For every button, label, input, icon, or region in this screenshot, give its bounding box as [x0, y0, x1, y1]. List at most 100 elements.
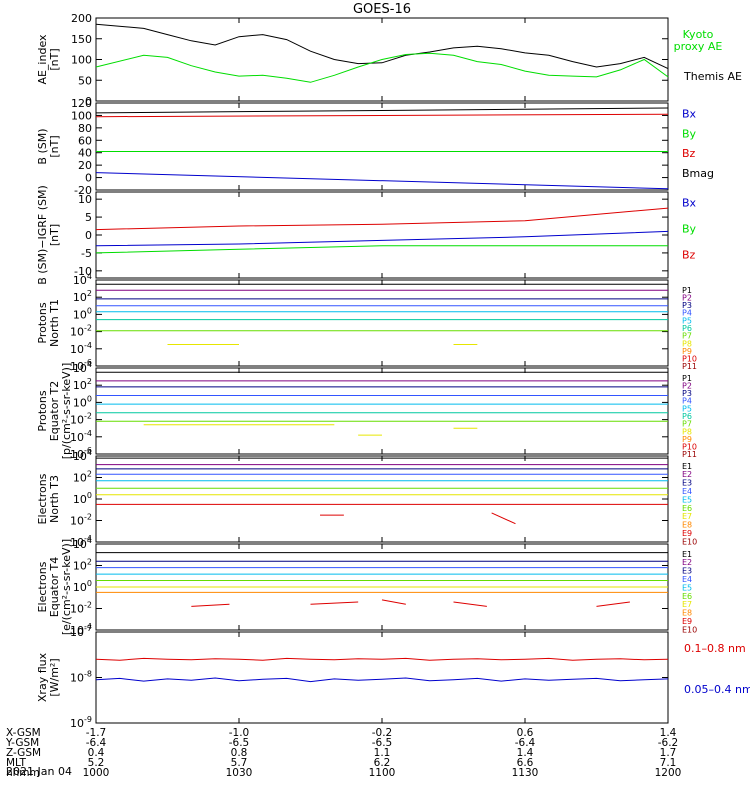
series-bz [95, 113, 669, 118]
legend-0-05-0-4-nm: 0.05–0.4 nm [684, 683, 750, 696]
y-axis-label: North T3 [48, 475, 61, 523]
legend-e8: E8 [682, 521, 692, 530]
legend-by: By [682, 127, 697, 140]
footer-label: Z-GSM [6, 747, 41, 759]
y-axis-label: [p/(cm²-s-sr-keV)] [60, 363, 73, 460]
series-themis-ae [95, 23, 669, 70]
footer-value: 0.4 [88, 747, 105, 759]
legend-p4: P4 [682, 309, 692, 318]
y-axis-label: AE_index [36, 34, 49, 85]
y-axis-label: Electrons [36, 473, 49, 524]
legend-e7: E7 [682, 600, 692, 609]
panel-frame [95, 279, 669, 367]
footer-value: 1.4 [517, 747, 534, 759]
legend-p1: P1 [682, 374, 692, 383]
legend-bmag: Bmag [682, 167, 714, 180]
y-tick-label: 0 [85, 172, 92, 185]
y-tick-label: 0 [85, 229, 92, 242]
legend-proxy-ae: proxy AE [674, 40, 723, 53]
legend-0-1-0-8-nm: 0.1–0.8 nm [684, 642, 746, 655]
legend-e2: E2 [682, 558, 692, 567]
legend-p11: P11 [682, 450, 697, 459]
legend-p4: P4 [682, 397, 692, 406]
y-tick-label: 10-4 [70, 341, 92, 356]
y-tick-label: 104 [73, 272, 92, 287]
legend-p2: P2 [682, 381, 692, 390]
legend-p3: P3 [682, 301, 692, 310]
legend-p6: P6 [682, 412, 692, 421]
figure-title: GOES-16 [353, 2, 411, 17]
footer-value: -1.7 [86, 727, 107, 739]
series-e9-segment [491, 512, 516, 525]
y-axis-label: [nT] [48, 48, 61, 70]
legend-e9: E9 [682, 617, 692, 626]
footer-label: X-GSM [6, 727, 41, 739]
footer-value: -0.2 [372, 727, 393, 739]
y-tick-label: 0 [85, 95, 92, 108]
series-bx [95, 230, 669, 247]
legend-p6: P6 [682, 324, 692, 333]
y-tick-label: 80 [78, 122, 92, 135]
footer-value: 1000 [83, 767, 110, 779]
y-axis-label: [nT] [48, 135, 61, 157]
footer-value: -6.5 [372, 737, 393, 749]
legend-e10: E10 [682, 625, 697, 634]
footer-value: 1.4 [660, 727, 677, 739]
y-tick-label: 102 [73, 470, 92, 485]
footer-value: 1030 [226, 767, 253, 779]
legend-e10: E10 [682, 537, 697, 546]
y-axis-label: Protons [36, 390, 49, 431]
legend-bx: Bx [682, 108, 697, 121]
legend-bx: Bx [682, 197, 697, 210]
y-tick-label: 100 [73, 491, 92, 506]
series-bx [95, 172, 669, 190]
y-tick-label: 60 [78, 134, 92, 147]
legend-themis-ae: Themis AE [683, 70, 742, 83]
y-axis-label: Protons [36, 302, 49, 343]
footer-value: -6.4 [86, 737, 107, 749]
y-tick-label: 10-8 [70, 670, 92, 685]
footer-value: 6.6 [517, 757, 534, 769]
legend-p5: P5 [682, 404, 692, 413]
footer-value: 6.2 [374, 757, 391, 769]
legend-p7: P7 [682, 332, 692, 341]
legend-e4: E4 [682, 575, 692, 584]
legend-p11: P11 [682, 362, 697, 371]
footer-value: 5.7 [231, 757, 248, 769]
y-axis-label: B (SM)−IGRF (SM) [36, 185, 49, 285]
legend-p8: P8 [682, 427, 692, 436]
footer-label: Y-GSM [5, 737, 39, 749]
y-tick-label: 10-2 [70, 324, 92, 339]
panel-bigrf: -10 -5 0 5 10 B (SM)−IGRF (SM) [nT] Bx By Bz [36, 185, 697, 285]
panel-frame [95, 631, 669, 724]
legend-p2: P2 [682, 293, 692, 302]
footer-value: 0.8 [231, 747, 248, 759]
series-bmag [95, 107, 669, 114]
series-e8-segment [453, 601, 487, 607]
series-0-05-0-4-nm [95, 677, 669, 683]
y-tick-label: 10 [78, 193, 92, 206]
y-axis-label: North T1 [48, 299, 61, 347]
footer-value: -6.5 [229, 737, 250, 749]
y-tick-label: 10-2 [70, 513, 92, 528]
y-tick-label: -20 [74, 184, 92, 197]
legend-e2: E2 [682, 470, 692, 479]
series-e8-segment [191, 603, 230, 607]
y-axis-label: [e/(cm²-s-sr-keV)] [60, 539, 73, 635]
legend-e6: E6 [682, 504, 692, 513]
legend-kyoto: Kyoto [683, 28, 714, 41]
y-tick-label: 10-7 [70, 624, 92, 639]
legend-e3: E3 [682, 567, 692, 576]
y-tick-label: 10-4 [70, 429, 92, 444]
legend-p5: P5 [682, 316, 692, 325]
legend-e3: E3 [682, 479, 692, 488]
series-e8-segment [596, 601, 630, 607]
footer-label: hhmm [6, 767, 40, 779]
legend-p9: P9 [682, 347, 692, 356]
legend-p1: P1 [682, 286, 692, 295]
